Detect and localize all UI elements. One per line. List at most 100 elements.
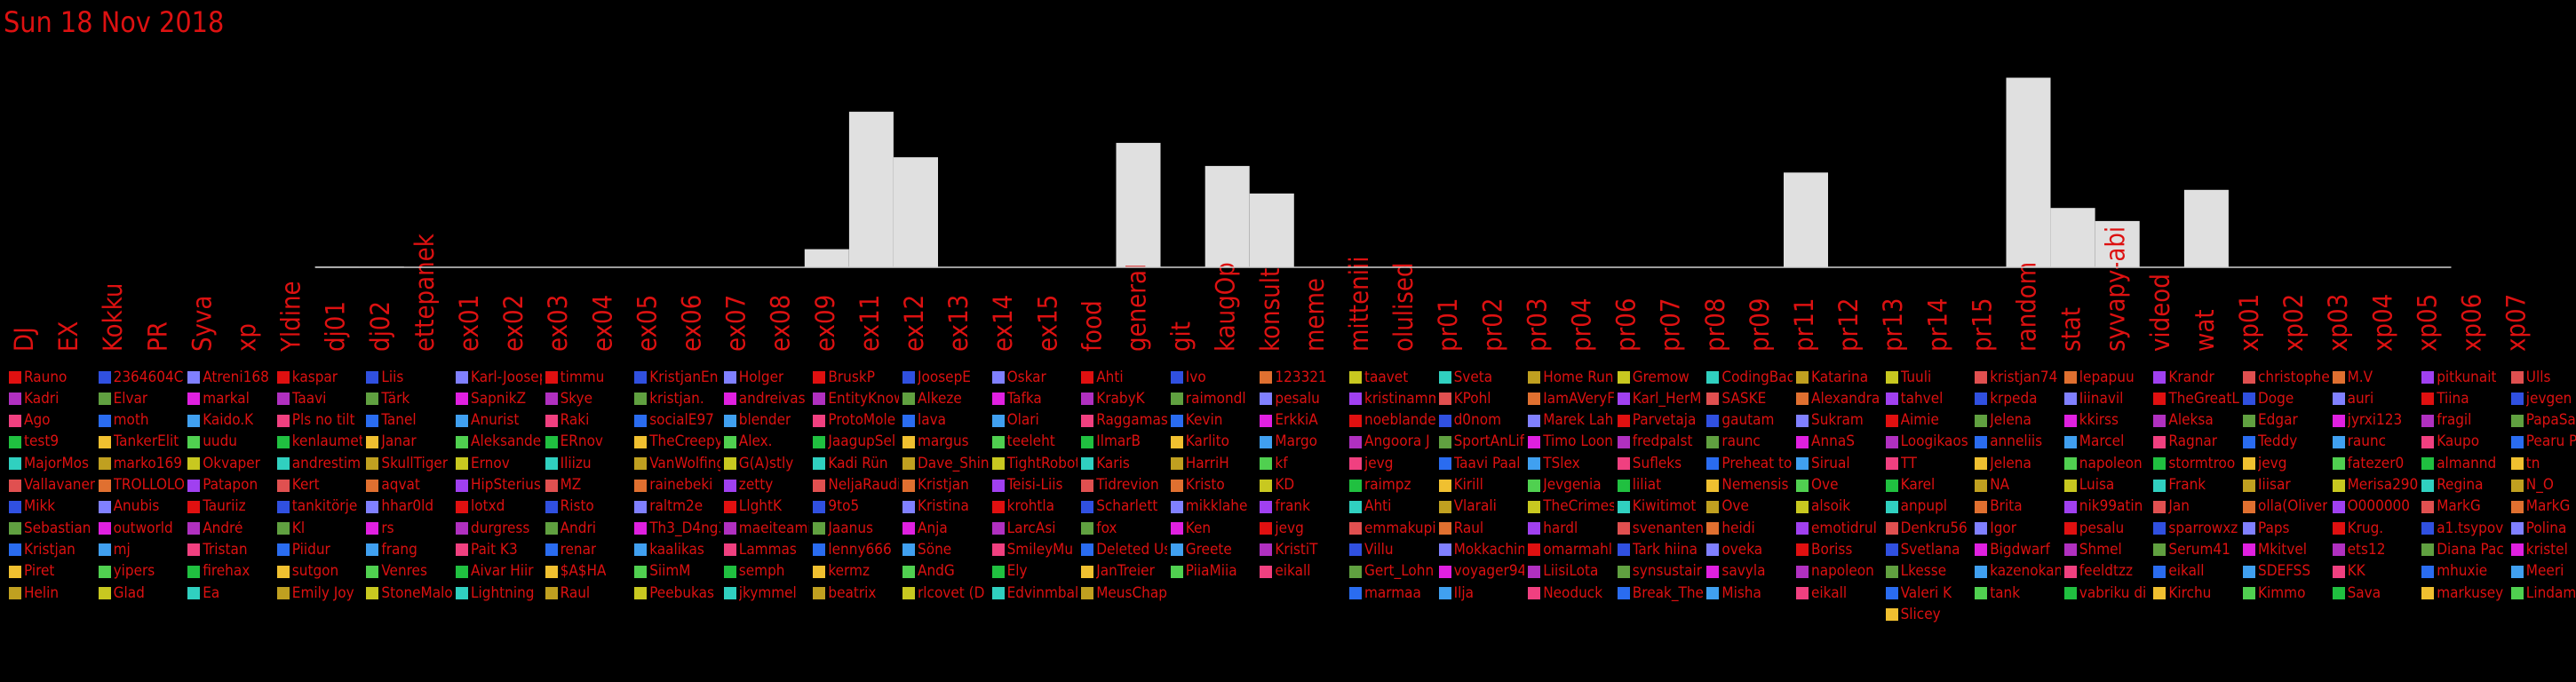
legend-user: rainebeki — [634, 475, 720, 496]
category-label: mitteniii — [1344, 257, 1374, 352]
legend-swatch — [1975, 543, 1988, 557]
date-label: Sun 18 Nov 2018 — [4, 5, 225, 39]
legend-user: a1.tsypov — [2421, 518, 2508, 539]
legend-user-name: fox — [1096, 520, 1117, 536]
legend-swatch — [2421, 543, 2435, 557]
legend-user: kristinamm — [1349, 388, 1435, 409]
legend-swatch — [991, 500, 1005, 513]
legend-swatch — [2243, 543, 2255, 557]
legend-user: Greete — [1170, 539, 1257, 560]
legend-user-name: ERnov — [560, 434, 603, 450]
legend-user-name: kaalikas — [649, 542, 704, 558]
legend-user-name: test9 — [24, 434, 60, 450]
legend-swatch — [545, 500, 558, 513]
legend-user: O000000 — [2332, 496, 2419, 518]
legend-user-name: Kristjan — [918, 478, 969, 493]
legend-swatch — [187, 565, 201, 578]
legend-user: kaspar — [276, 367, 363, 388]
legend-swatch — [456, 543, 468, 557]
legend-user-name: SiimM — [649, 564, 691, 580]
bar-pr11 — [1784, 172, 1828, 267]
legend-user-name: hhar0ld — [381, 499, 434, 515]
legend-swatch — [1796, 457, 1809, 471]
legend-swatch — [813, 543, 826, 557]
legend-user: mikklahe — [1170, 496, 1257, 518]
legend-swatch — [1617, 500, 1630, 513]
legend-user: Kimmo — [2243, 583, 2329, 604]
legend-user-name: Tidrevion — [1096, 478, 1159, 493]
legend-user: Jevgenia — [1528, 475, 1614, 496]
legend-swatch — [1349, 587, 1362, 599]
legend-user: Alkeze — [902, 388, 989, 409]
legend-swatch — [1885, 414, 1898, 427]
legend-user-name: IamAVeryF — [1543, 391, 1614, 407]
legend-swatch — [9, 479, 21, 492]
legend-swatch — [2332, 587, 2345, 599]
legend-user: jyrxi123 — [2332, 410, 2419, 432]
legend-swatch — [1885, 457, 1898, 471]
legend-user: Helin — [9, 583, 95, 604]
legend-user: Ilja — [1438, 583, 1525, 604]
legend-user: Taavi — [276, 388, 363, 409]
legend-user-name: Meeri — [2525, 564, 2564, 580]
legend-user: Krug. — [2332, 518, 2419, 539]
legend-user: kf — [1260, 453, 1346, 474]
legend-user-name: Ernov — [471, 456, 510, 472]
legend-user-name: Sveta — [1453, 369, 1493, 385]
legend-user: HipSterius — [456, 475, 542, 496]
legend-swatch — [1438, 414, 1451, 427]
legend-swatch — [1528, 414, 1541, 427]
legend-user: Gert_Lohn — [1349, 561, 1435, 583]
legend-swatch — [1170, 479, 1183, 492]
legend-user: KK — [2332, 561, 2419, 583]
legend-user-name: Ilja — [1453, 585, 1474, 601]
legend-user: eikall — [1796, 583, 1882, 604]
legend-swatch — [1260, 543, 1273, 557]
legend-swatch — [1438, 565, 1451, 578]
legend-user-name: Edgar — [2258, 413, 2298, 429]
legend-swatch — [1796, 522, 1809, 535]
legend-user: Kirill — [1438, 475, 1525, 496]
legend-user-name: moth — [113, 413, 149, 429]
legend-user-name: Okvaper — [203, 456, 260, 472]
legend-user: Jaanus — [813, 518, 899, 539]
legend-swatch — [1081, 587, 1094, 599]
legend-swatch — [634, 393, 648, 406]
legend-user-name: vabriku di — [2079, 585, 2147, 601]
legend-swatch — [276, 522, 290, 535]
legend-swatch — [991, 414, 1005, 427]
legend-swatch — [1796, 479, 1809, 492]
legend-user: almannd — [2421, 453, 2508, 474]
legend-user: raunc — [2332, 432, 2419, 453]
legend-user: Jelena — [1975, 410, 2061, 432]
legend-user-name: lepapuu — [2079, 369, 2135, 385]
legend-swatch — [1706, 565, 1720, 578]
legend-user: Raki — [545, 410, 632, 432]
legend-user: Edgar — [2243, 410, 2329, 432]
legend-user: Aleksa — [2153, 410, 2239, 432]
legend-user: omarmahl — [1528, 539, 1614, 560]
legend-user: Alexandra — [1796, 388, 1882, 409]
legend-swatch — [1081, 543, 1094, 557]
legend-swatch — [991, 565, 1005, 578]
legend-user: mj — [98, 539, 185, 560]
legend-user-name: d0nom — [1453, 413, 1501, 429]
legend-user-name: TightRobot — [1006, 456, 1078, 472]
legend-user-name: andreivas — [738, 391, 806, 407]
legend-user: Taavi Paal — [1438, 453, 1525, 474]
legend-user-name: blender — [738, 413, 791, 429]
legend-swatch — [1349, 457, 1362, 471]
legend-swatch — [1796, 587, 1809, 599]
legend-swatch — [1349, 500, 1362, 513]
legend-user-name: Ago — [24, 413, 51, 429]
legend-user: N_O — [2510, 475, 2576, 496]
legend-user-name: Tafka — [1006, 391, 1042, 407]
legend-user: IamAVeryF — [1528, 388, 1614, 409]
legend-swatch — [366, 522, 379, 535]
legend-user-name: kristjan74 — [1990, 369, 2058, 385]
legend-swatch — [723, 543, 736, 557]
legend-user-name: NA — [1990, 478, 2010, 493]
legend-user: Misha — [1706, 583, 1793, 604]
legend-swatch — [1706, 414, 1720, 427]
legend-user-name: Raki — [560, 413, 590, 429]
